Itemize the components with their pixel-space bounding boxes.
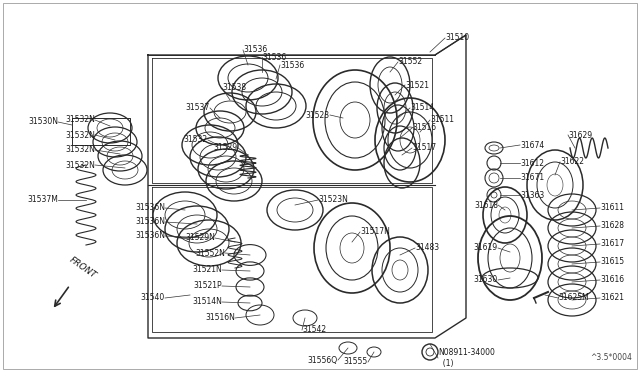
Text: 31629: 31629 bbox=[568, 131, 592, 140]
Text: 31523: 31523 bbox=[306, 110, 330, 119]
Text: 31517: 31517 bbox=[412, 144, 436, 153]
Text: 31536: 31536 bbox=[243, 45, 268, 55]
Text: 31671: 31671 bbox=[520, 173, 544, 183]
Text: 31532N: 31532N bbox=[65, 160, 95, 170]
Text: FRONT: FRONT bbox=[68, 255, 99, 280]
Text: 31552N: 31552N bbox=[195, 248, 225, 257]
Text: N08911-34000
  (1): N08911-34000 (1) bbox=[438, 348, 495, 368]
Text: 31536N: 31536N bbox=[135, 218, 165, 227]
Text: 31530N: 31530N bbox=[28, 118, 58, 126]
Text: 31521P: 31521P bbox=[193, 282, 222, 291]
Text: 31625M: 31625M bbox=[558, 294, 589, 302]
Text: ^3.5*0004: ^3.5*0004 bbox=[590, 353, 632, 362]
Text: 31538: 31538 bbox=[222, 83, 246, 93]
Text: 31617: 31617 bbox=[600, 240, 624, 248]
Text: 31615: 31615 bbox=[600, 257, 624, 266]
Text: 31523N: 31523N bbox=[318, 196, 348, 205]
Text: 31618: 31618 bbox=[474, 201, 498, 209]
Text: 31532N: 31532N bbox=[65, 145, 95, 154]
Text: 31514N: 31514N bbox=[192, 298, 222, 307]
Text: 31616: 31616 bbox=[600, 276, 624, 285]
Text: 31521: 31521 bbox=[405, 80, 429, 90]
Text: 31529N: 31529N bbox=[185, 234, 215, 243]
Text: 31536: 31536 bbox=[262, 52, 286, 61]
Text: 31517N: 31517N bbox=[360, 228, 390, 237]
Text: 31536N: 31536N bbox=[135, 203, 165, 212]
Text: 31511: 31511 bbox=[430, 115, 454, 125]
Text: 31630: 31630 bbox=[474, 276, 498, 285]
Text: 31532N: 31532N bbox=[65, 115, 95, 125]
Text: 31552: 31552 bbox=[398, 58, 422, 67]
Text: 31521N: 31521N bbox=[192, 266, 222, 275]
Text: 31540: 31540 bbox=[141, 294, 165, 302]
Text: 31621: 31621 bbox=[600, 294, 624, 302]
Text: 31619: 31619 bbox=[474, 244, 498, 253]
Text: 31537: 31537 bbox=[186, 103, 210, 112]
Text: 31542: 31542 bbox=[302, 326, 326, 334]
Text: 31532N: 31532N bbox=[65, 131, 95, 140]
Text: 31516: 31516 bbox=[412, 124, 436, 132]
Text: 31532: 31532 bbox=[184, 135, 208, 144]
Text: 31510: 31510 bbox=[445, 33, 469, 42]
Text: 31611: 31611 bbox=[600, 203, 624, 212]
Text: 31536: 31536 bbox=[280, 61, 304, 70]
Text: 31363: 31363 bbox=[520, 190, 544, 199]
Text: 31529: 31529 bbox=[214, 144, 238, 153]
Text: 31514: 31514 bbox=[410, 103, 434, 112]
Text: 31556Q: 31556Q bbox=[308, 356, 338, 365]
Text: 31516N: 31516N bbox=[205, 314, 235, 323]
Text: 31674: 31674 bbox=[520, 141, 544, 150]
Text: 31555: 31555 bbox=[344, 357, 368, 366]
Text: 31628: 31628 bbox=[600, 221, 624, 231]
Text: 31536N: 31536N bbox=[135, 231, 165, 241]
Text: 31483: 31483 bbox=[415, 244, 439, 253]
Text: 31622: 31622 bbox=[560, 157, 584, 167]
Text: 31612: 31612 bbox=[520, 158, 544, 167]
Text: 31537M: 31537M bbox=[27, 196, 58, 205]
